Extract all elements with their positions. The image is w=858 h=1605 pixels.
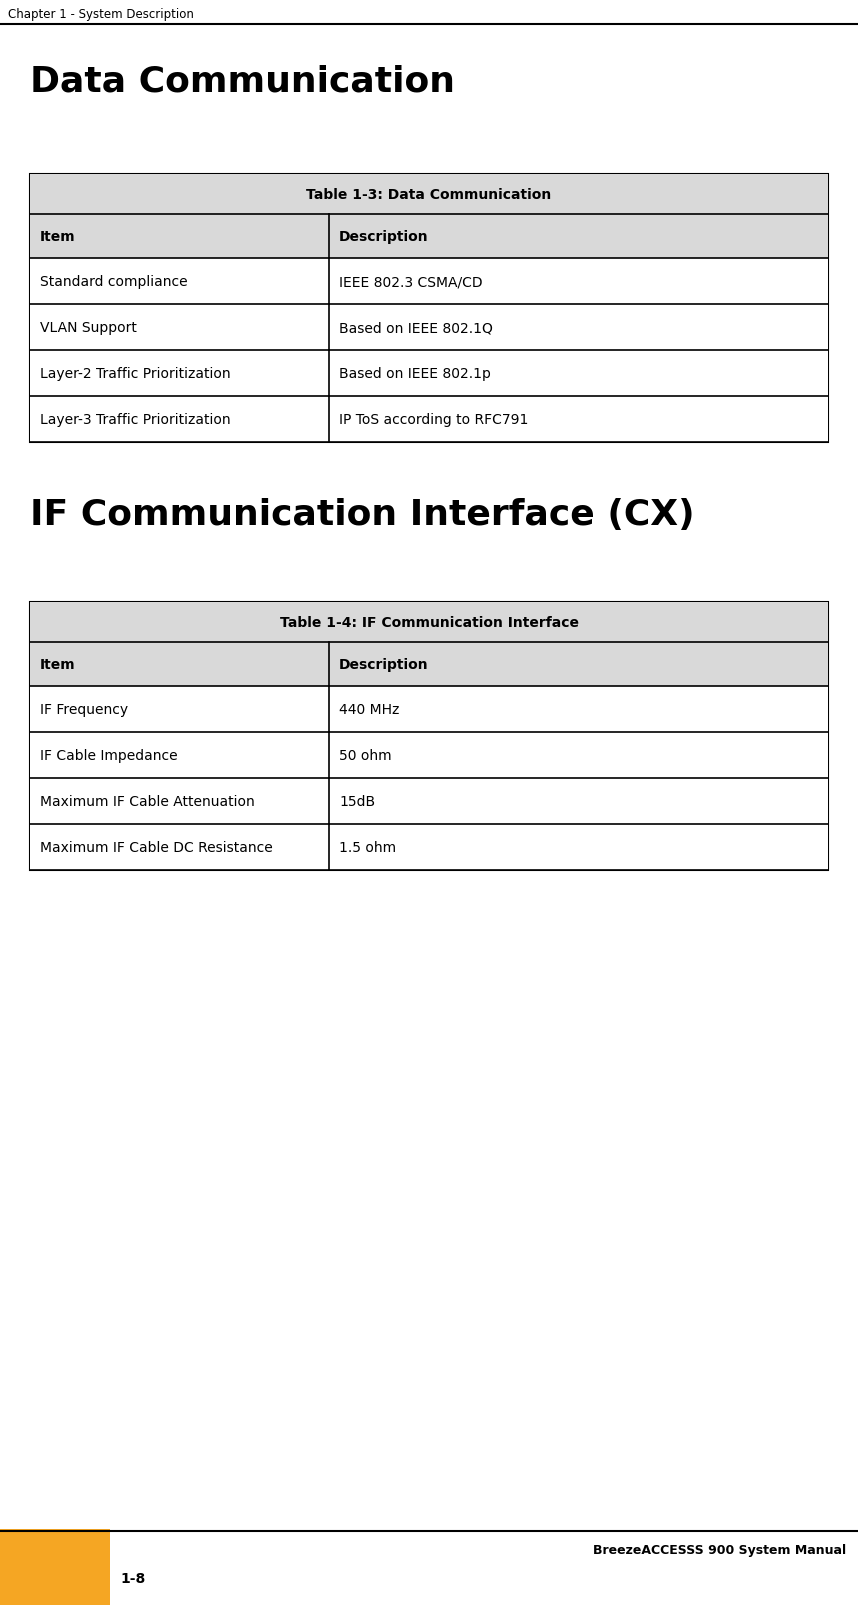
- Text: 15dB: 15dB: [339, 794, 376, 809]
- Text: 50 ohm: 50 ohm: [339, 748, 392, 762]
- Text: IP ToS according to RFC791: IP ToS according to RFC791: [339, 412, 529, 427]
- Text: Description: Description: [339, 658, 429, 671]
- Text: VLAN Support: VLAN Support: [40, 321, 137, 335]
- Text: Item: Item: [40, 658, 76, 671]
- Text: Table 1-4: IF Communication Interface: Table 1-4: IF Communication Interface: [280, 616, 578, 629]
- Text: 1-8: 1-8: [120, 1571, 145, 1586]
- Bar: [30, 305, 828, 351]
- Text: IF Frequency: IF Frequency: [40, 703, 128, 716]
- Text: Based on IEEE 802.1Q: Based on IEEE 802.1Q: [339, 321, 493, 335]
- Text: Item: Item: [40, 230, 76, 244]
- Bar: [30, 175, 828, 215]
- Text: Chapter 1 - System Description: Chapter 1 - System Description: [8, 8, 194, 21]
- Text: Description: Description: [339, 230, 429, 244]
- Text: 1.5 ohm: 1.5 ohm: [339, 841, 396, 854]
- Text: BreezeACCESSS 900 System Manual: BreezeACCESSS 900 System Manual: [593, 1542, 846, 1555]
- Text: Standard compliance: Standard compliance: [40, 274, 188, 289]
- Text: Layer-3 Traffic Prioritization: Layer-3 Traffic Prioritization: [40, 412, 231, 427]
- Text: IF Communication Interface (CX): IF Communication Interface (CX): [30, 498, 695, 531]
- Text: IF Cable Impedance: IF Cable Impedance: [40, 748, 178, 762]
- Text: Based on IEEE 802.1p: Based on IEEE 802.1p: [339, 368, 491, 380]
- Bar: [30, 778, 828, 825]
- Bar: [30, 602, 828, 642]
- Text: IEEE 802.3 CSMA/CD: IEEE 802.3 CSMA/CD: [339, 274, 483, 289]
- Bar: [30, 825, 828, 870]
- Bar: [0, 1530, 110, 1605]
- Text: 440 MHz: 440 MHz: [339, 703, 400, 716]
- Bar: [30, 687, 828, 732]
- Text: Layer-2 Traffic Prioritization: Layer-2 Traffic Prioritization: [40, 368, 231, 380]
- Text: Maximum IF Cable DC Resistance: Maximum IF Cable DC Resistance: [40, 841, 273, 854]
- Bar: [30, 396, 828, 443]
- Text: Table 1-3: Data Communication: Table 1-3: Data Communication: [306, 188, 552, 202]
- Bar: [30, 351, 828, 396]
- Bar: [30, 642, 828, 687]
- Bar: [30, 175, 828, 443]
- Text: Maximum IF Cable Attenuation: Maximum IF Cable Attenuation: [40, 794, 255, 809]
- Text: Data Communication: Data Communication: [30, 64, 455, 100]
- Bar: [30, 215, 828, 258]
- Bar: [30, 732, 828, 778]
- Bar: [30, 258, 828, 305]
- Bar: [30, 602, 828, 870]
